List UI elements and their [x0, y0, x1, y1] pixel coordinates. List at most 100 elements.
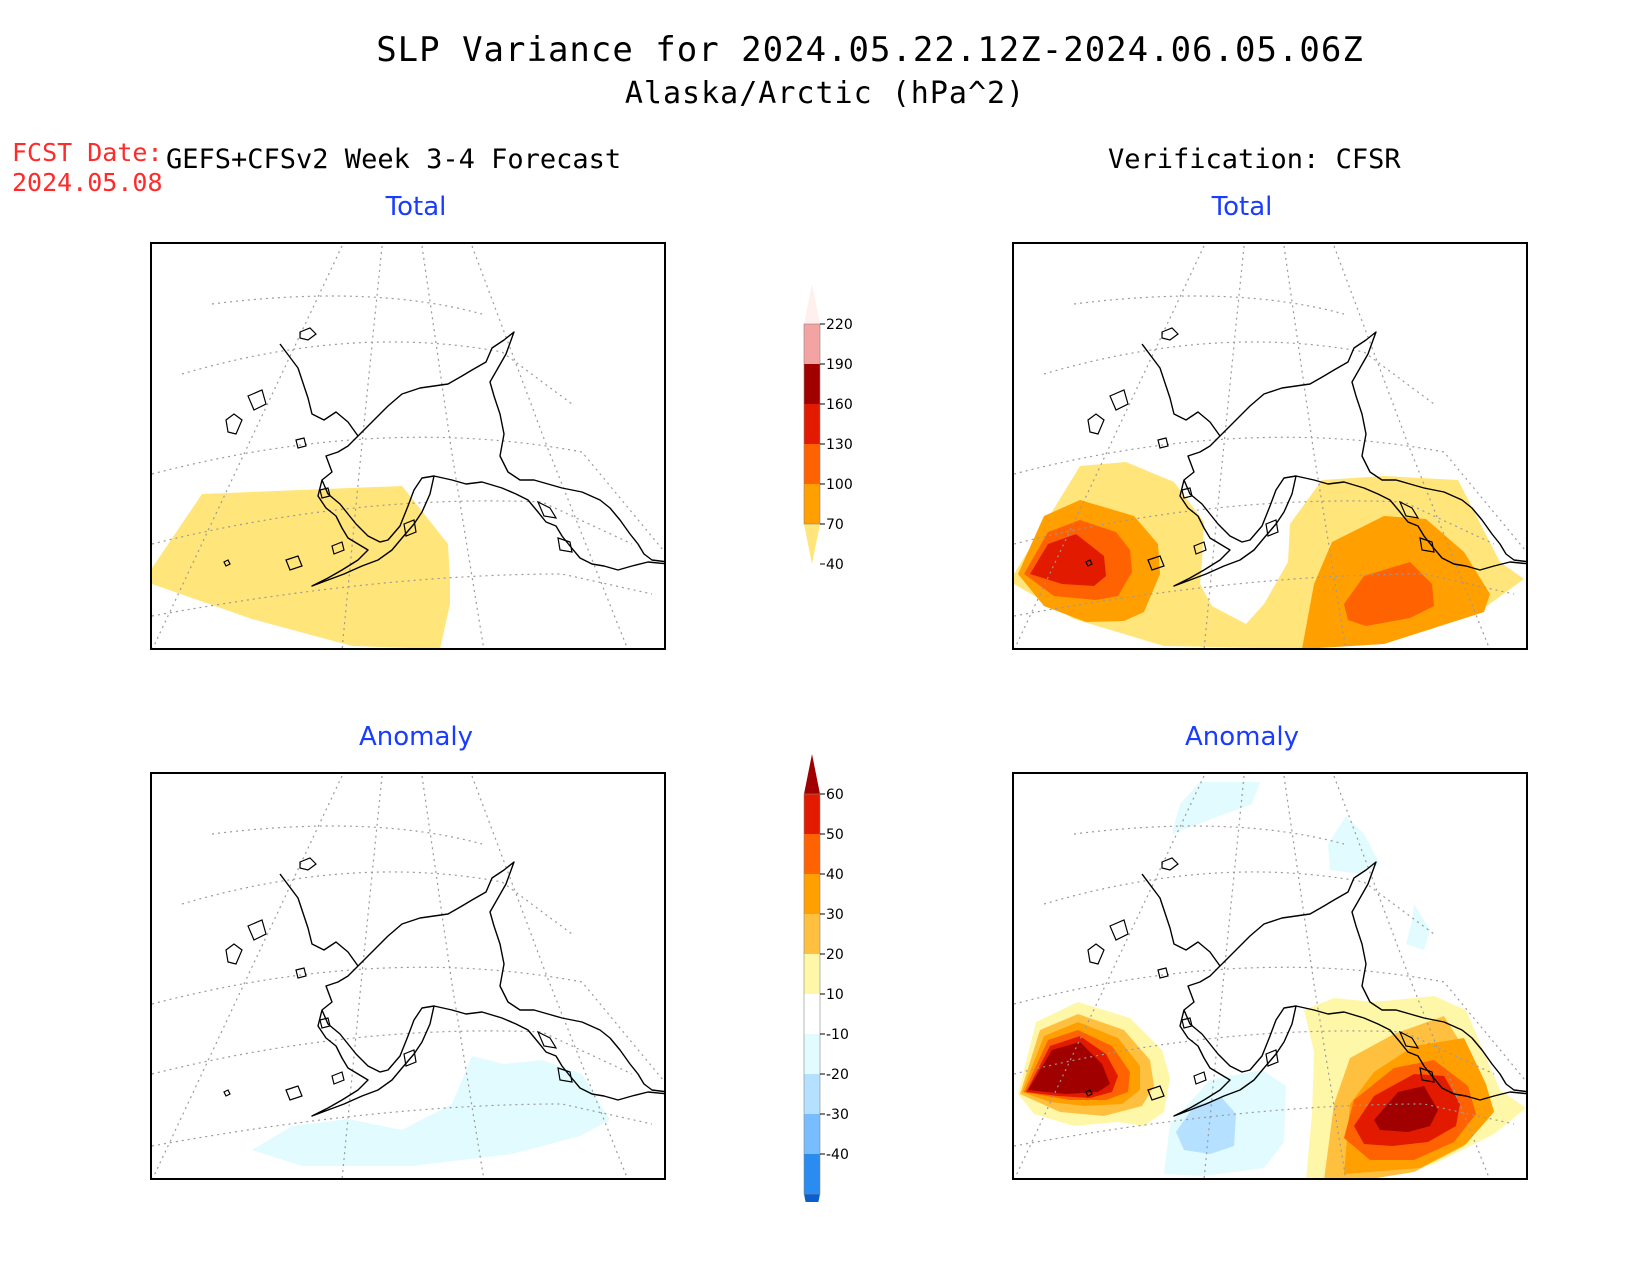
- colorbar-label: 160: [826, 397, 853, 413]
- contour-60plus-west: [1028, 1042, 1110, 1094]
- forecast-title: GEFS+CFSv2 Week 3-4 Forecast: [166, 144, 622, 175]
- colorbar-label: 100: [826, 477, 853, 493]
- colorbar-label: 190: [826, 357, 853, 373]
- map-verification-total: [1012, 242, 1528, 650]
- colorbar-swatch: [804, 1114, 820, 1154]
- island-outline: [1109, 919, 1129, 941]
- colorbar-label: 70: [826, 517, 844, 533]
- island-outline: [1109, 389, 1129, 411]
- panel-title-verification-total: Total: [1211, 192, 1273, 222]
- island-outline: [1398, 500, 1420, 519]
- graticule-line: [1014, 1103, 1515, 1147]
- island-outline: [1087, 413, 1105, 435]
- island-outline: [247, 389, 267, 411]
- island-outline: [1265, 519, 1279, 537]
- island-outline: [403, 1049, 417, 1067]
- map-verification-anomaly: [1012, 772, 1528, 1180]
- island-outline: [1157, 437, 1169, 449]
- panel-title-forecast-total: Total: [385, 192, 447, 222]
- graticule-line: [471, 775, 628, 1178]
- colorbar-cap-top: [804, 284, 820, 324]
- colorbar-label: 130: [826, 437, 853, 453]
- contour-neg10-neg20: [252, 1056, 610, 1166]
- contour-40-70: [152, 486, 450, 648]
- colorbar-swatch: [804, 484, 820, 524]
- map-forecast-anomaly-svg: [152, 775, 664, 1178]
- island-outline: [319, 487, 331, 499]
- island-outline: [285, 555, 303, 571]
- graticule-line: [1073, 295, 1345, 315]
- graticule-line: [1043, 871, 1435, 935]
- shading-layer: [152, 486, 450, 648]
- graticule-line: [152, 245, 343, 648]
- graticule-line: [421, 775, 485, 1178]
- fcst-date-label: FCST Date:: [12, 138, 163, 167]
- island-outline: [1161, 327, 1179, 341]
- colorbar-swatch: [804, 994, 820, 1034]
- island-outline: [1419, 1067, 1435, 1083]
- shading-layer: [1018, 782, 1526, 1178]
- island-outline: [285, 1085, 303, 1101]
- graticule-line: [1014, 966, 1526, 1083]
- colorbar-swatch: [804, 954, 820, 994]
- basemap: [152, 775, 664, 1178]
- colorbar-label: 20: [826, 947, 844, 963]
- island-outline: [1181, 1017, 1193, 1029]
- colorbar-label: 40: [826, 867, 844, 883]
- basemap: [152, 245, 664, 648]
- panel-title-verification-anomaly: Anomaly: [1184, 722, 1300, 752]
- colorbar-swatch: [804, 914, 820, 954]
- colorbar-swatch: [804, 324, 820, 364]
- colorbar-label: 10: [826, 987, 844, 1003]
- graticule-line: [152, 1103, 653, 1147]
- map-forecast-anomaly: [150, 772, 666, 1180]
- island-outline: [295, 437, 307, 449]
- colorbar-label: -40: [826, 1147, 849, 1163]
- island-outline: [1161, 857, 1179, 871]
- graticule-line: [152, 436, 664, 553]
- colorbar-swatch: [804, 444, 820, 484]
- island-outline: [225, 943, 243, 965]
- island-outline: [331, 1071, 345, 1085]
- colorbar-swatch: [804, 794, 820, 834]
- graticule-line: [152, 573, 653, 617]
- basemap: [1014, 245, 1526, 648]
- colorbar-swatch: [804, 834, 820, 874]
- basemap: [1014, 775, 1526, 1178]
- chart-subtitle: Alaska/Arctic (hPa^2): [624, 76, 1026, 111]
- island-outline: [557, 537, 573, 553]
- island-outline: [319, 1017, 331, 1029]
- graticule-line: [152, 966, 664, 1083]
- island-outline: [299, 857, 317, 871]
- contour-130-160-west: [1030, 534, 1106, 586]
- island-outline: [1085, 1089, 1093, 1097]
- graticule-line: [1333, 245, 1490, 648]
- contour-neg20-south: [1176, 1098, 1236, 1154]
- colorbar-cap-top: [804, 754, 820, 794]
- shading-layer: [1014, 462, 1524, 648]
- island-outline: [1087, 943, 1105, 965]
- colorbar-label: 60: [826, 787, 844, 803]
- panel-title-forecast-anomaly: Anomaly: [358, 722, 474, 752]
- island-outline: [557, 1067, 573, 1083]
- colorbar-label: 40: [826, 557, 844, 573]
- island-outline: [536, 1030, 558, 1049]
- island-outline: [1157, 967, 1169, 979]
- island-outline: [536, 500, 558, 519]
- island-outline: [299, 327, 317, 341]
- map-verification-anomaly-svg: [1014, 775, 1526, 1178]
- island-outline: [295, 967, 307, 979]
- colorbar-label: 220: [826, 317, 853, 333]
- graticule-line: [1014, 245, 1205, 648]
- island-outline: [225, 413, 243, 435]
- graticule-line: [211, 295, 483, 315]
- island-outline: [1419, 537, 1435, 553]
- graticule-line: [1203, 775, 1245, 1178]
- island-outline: [247, 919, 267, 941]
- graticule-line: [1283, 245, 1347, 648]
- island-outline: [1147, 1085, 1165, 1101]
- colorbar-swatch: [804, 364, 820, 404]
- contour-60plus-east: [1374, 1086, 1438, 1132]
- contour-neg10-northeast: [1328, 816, 1380, 874]
- graticule-line: [341, 245, 383, 648]
